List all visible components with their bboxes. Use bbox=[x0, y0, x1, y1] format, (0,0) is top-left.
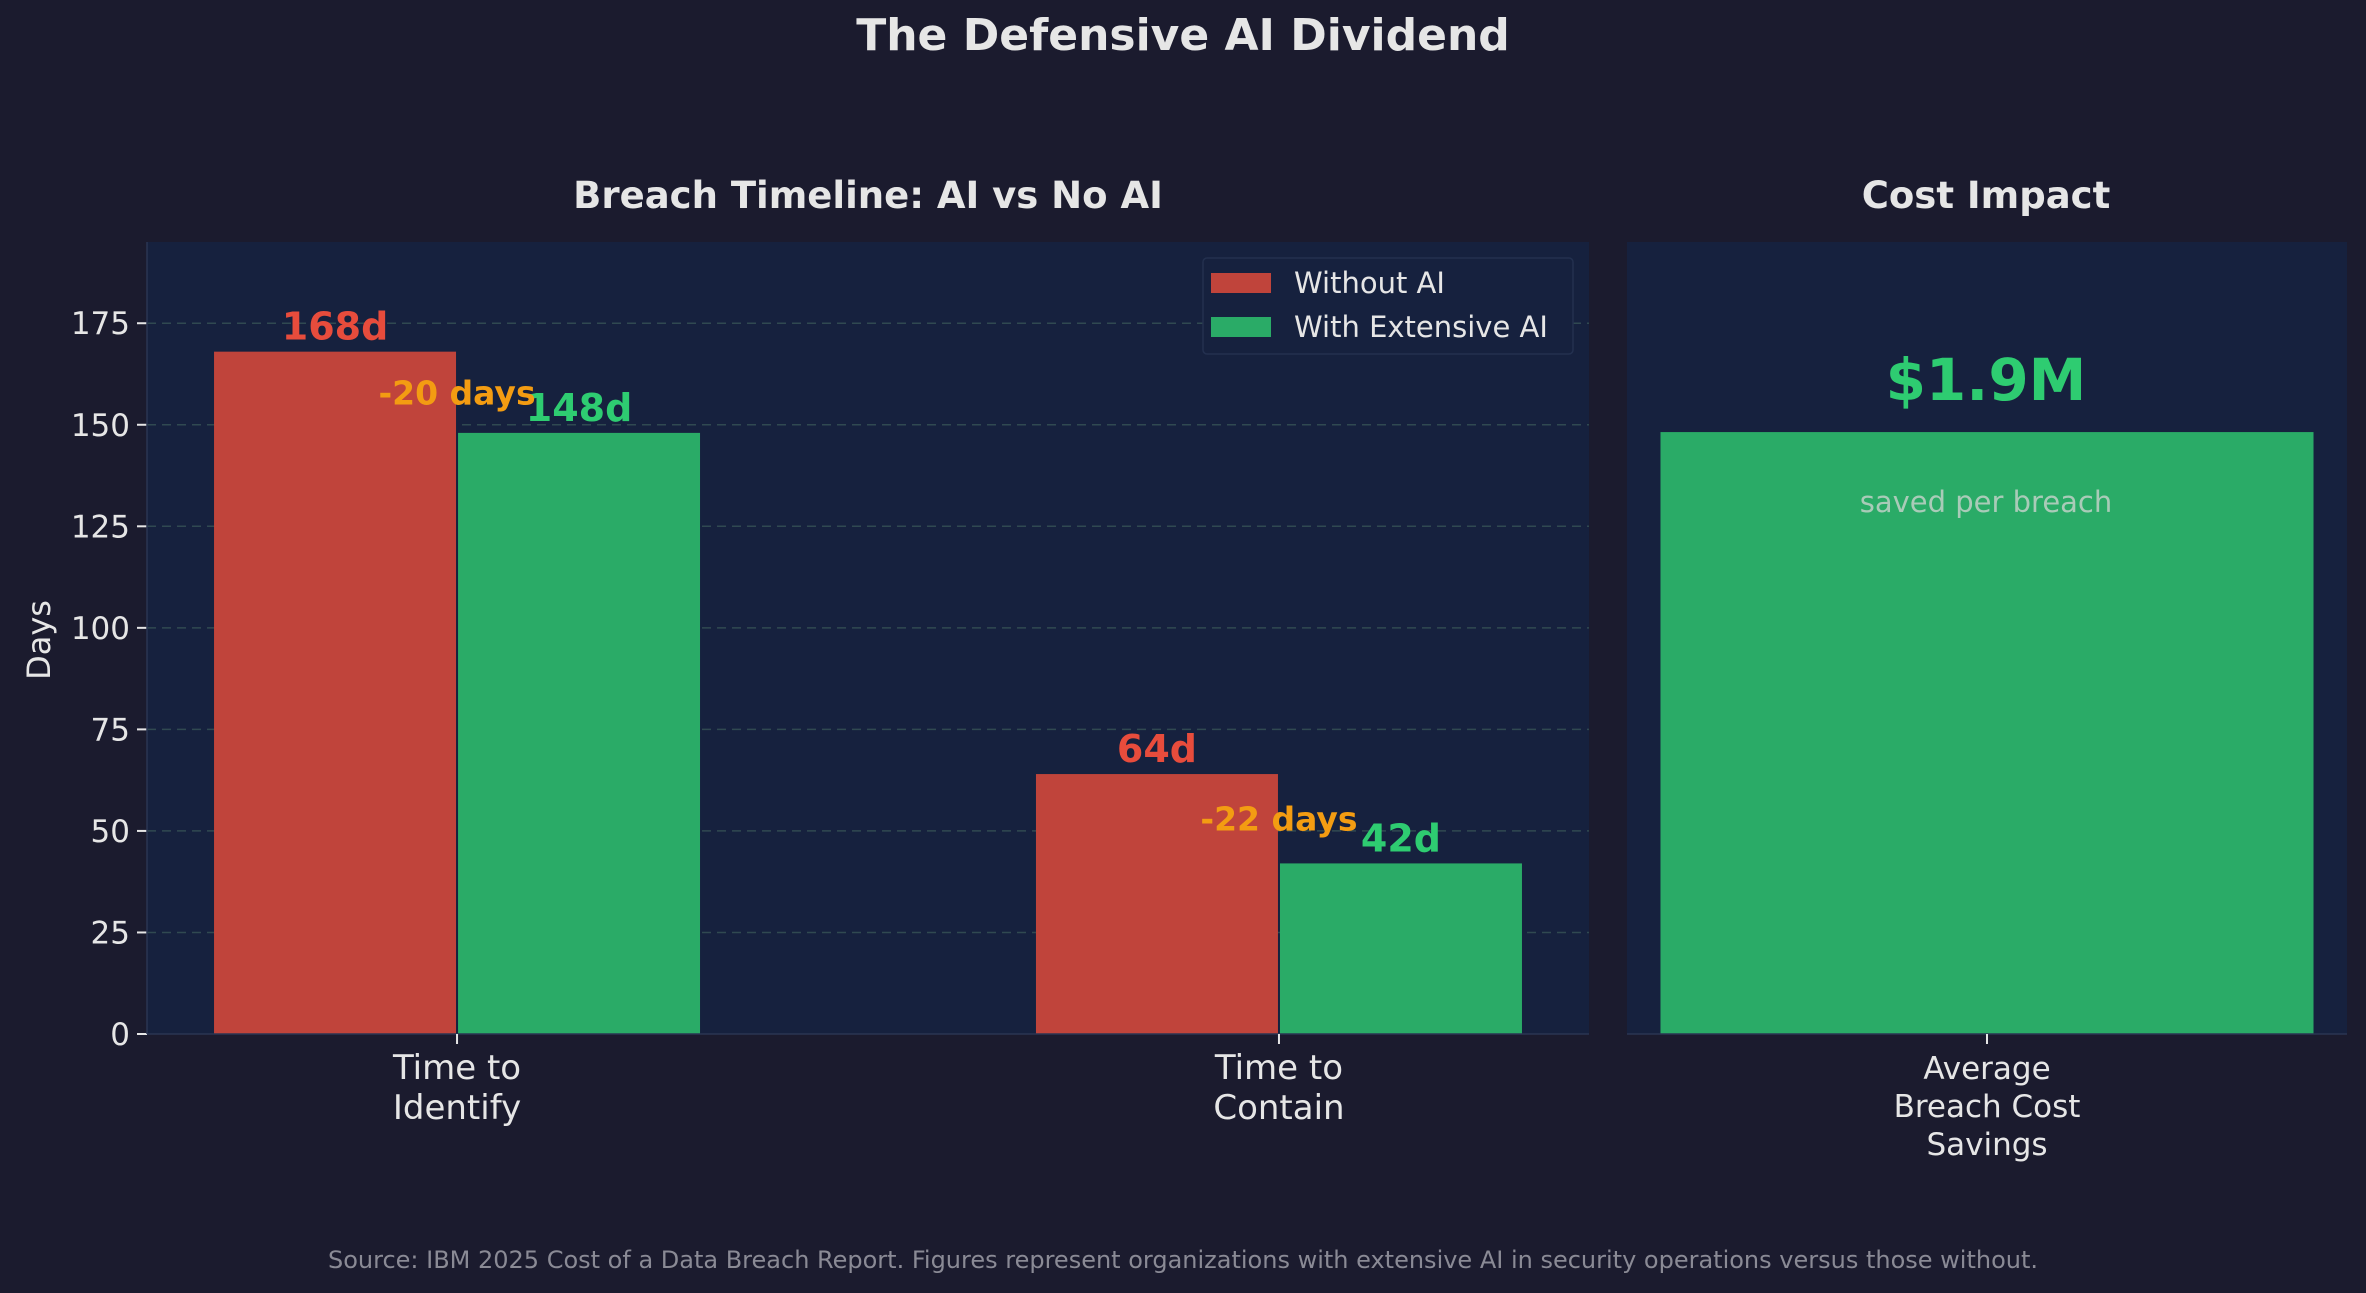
legend-swatch-without-ai bbox=[1211, 273, 1271, 293]
bar-without-ai bbox=[1035, 774, 1278, 1034]
timeline-y-axis: 0 25 50 75 100 125 150 175 bbox=[71, 242, 148, 1053]
cost-x-axis: Average Breach Cost Savings bbox=[1627, 1033, 2347, 1163]
legend-label-without-ai: Without AI bbox=[1294, 266, 1445, 300]
legend-swatch-with-ai bbox=[1211, 317, 1271, 337]
timeline-chart-title: Breach Timeline: AI vs No AI bbox=[573, 174, 1163, 217]
source-note: Source: IBM 2025 Cost of a Data Breach R… bbox=[328, 1246, 2038, 1274]
timeline-legend: Without AI With Extensive AI bbox=[1202, 257, 1574, 355]
y-tick-label: 75 bbox=[91, 712, 130, 748]
timeline-chart: Breach Timeline: AI vs No AI 168d 148d-20… bbox=[20, 174, 1589, 1128]
y-tick-label: 100 bbox=[71, 611, 130, 647]
timeline-y-axis-label: Days bbox=[20, 600, 58, 680]
y-tick-label: 25 bbox=[91, 915, 130, 951]
delta-annotation: -20 days bbox=[378, 373, 535, 412]
delta-annotation: -22 days bbox=[1200, 800, 1357, 839]
x-tick-label: Average Breach Cost Savings bbox=[1894, 1051, 2081, 1163]
cost-value-caption: saved per breach bbox=[1860, 485, 2113, 519]
bar-cost-savings bbox=[1660, 432, 2314, 1035]
bar-with-ai bbox=[458, 432, 701, 1034]
cost-value-label: $1.9M bbox=[1886, 346, 2087, 414]
cost-impact-chart: Cost Impact $1.9M saved per breach Avera… bbox=[1627, 174, 2347, 1163]
figure-title: The Defensive AI Dividend bbox=[856, 10, 1510, 61]
bar-value-label: 42d bbox=[1361, 816, 1441, 860]
x-tick-label: Time to Identify bbox=[392, 1048, 521, 1128]
cost-chart-title: Cost Impact bbox=[1862, 174, 2111, 217]
legend-frame bbox=[1202, 257, 1574, 355]
bar-with-ai bbox=[1279, 863, 1522, 1034]
bar-without-ai bbox=[214, 351, 457, 1035]
y-tick-label: 150 bbox=[71, 408, 130, 444]
bar-value-label: 64d bbox=[1117, 727, 1197, 771]
x-tick-label: Time to Contain bbox=[1213, 1048, 1344, 1128]
y-tick-label: 50 bbox=[91, 814, 130, 850]
y-tick-label: 125 bbox=[71, 509, 130, 545]
y-tick-label: 175 bbox=[71, 306, 130, 342]
cost-bars bbox=[1660, 432, 2314, 1035]
legend-label-with-ai: With Extensive AI bbox=[1294, 310, 1548, 344]
timeline-x-axis: Time to Identify Time to Contain bbox=[147, 1033, 1589, 1128]
y-tick-label: 0 bbox=[110, 1017, 130, 1053]
bar-value-label: 148d bbox=[526, 386, 633, 430]
timeline-bars: 168d 148d-20 days 64d 42d-22 days bbox=[214, 305, 1522, 1035]
bar-value-label: 168d bbox=[282, 305, 389, 349]
